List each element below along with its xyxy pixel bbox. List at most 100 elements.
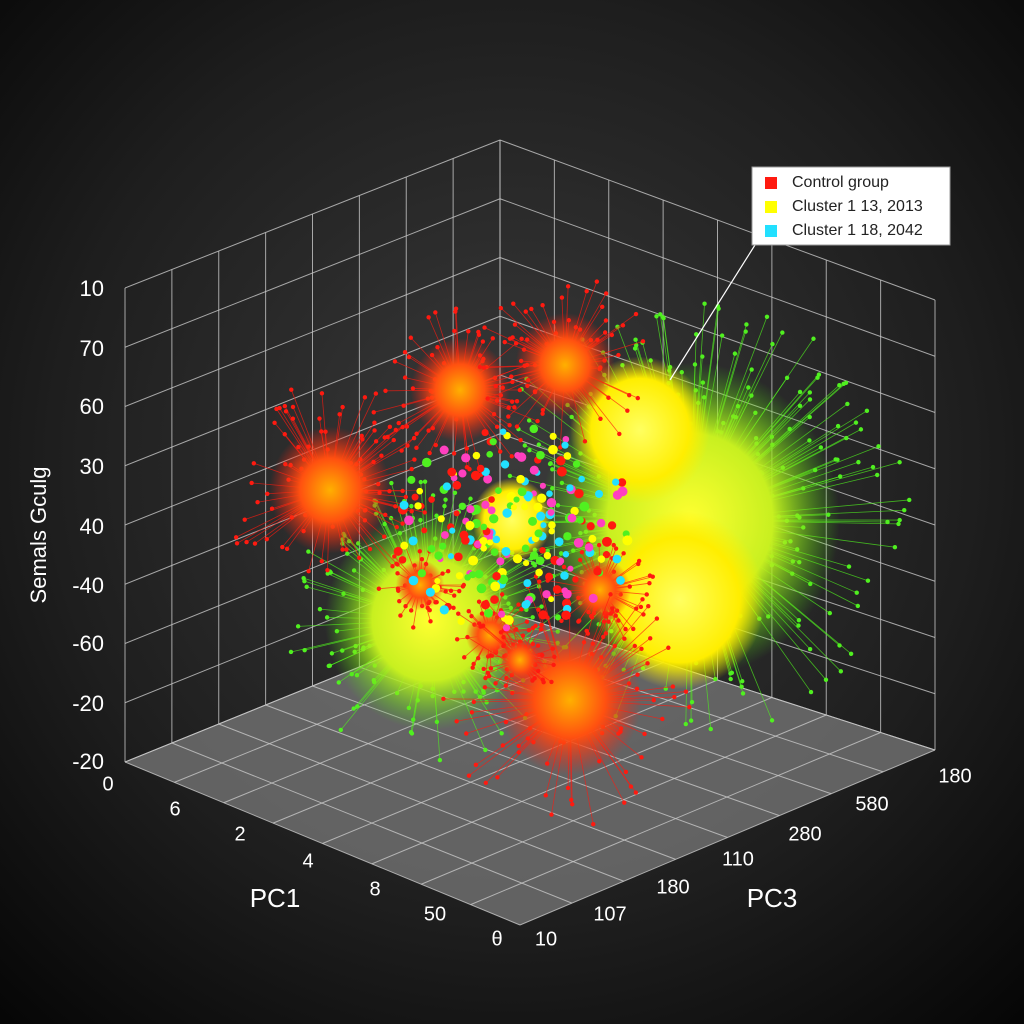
point bbox=[536, 607, 541, 612]
point bbox=[490, 595, 499, 604]
point bbox=[646, 604, 651, 609]
point bbox=[498, 630, 504, 635]
point bbox=[408, 729, 414, 735]
point bbox=[529, 424, 539, 434]
x-tick-label: θ bbox=[491, 928, 502, 950]
point bbox=[489, 514, 499, 524]
point bbox=[464, 464, 470, 470]
point bbox=[398, 613, 403, 618]
point bbox=[317, 606, 323, 612]
point bbox=[523, 309, 528, 314]
point bbox=[404, 424, 410, 429]
point bbox=[461, 536, 470, 545]
y-tick-label: 180 bbox=[938, 765, 971, 787]
point bbox=[439, 605, 449, 615]
point bbox=[837, 383, 842, 388]
point bbox=[539, 482, 546, 489]
point bbox=[807, 390, 813, 395]
point bbox=[484, 608, 493, 618]
point bbox=[338, 727, 343, 733]
point bbox=[422, 479, 428, 484]
point bbox=[552, 585, 562, 594]
point bbox=[464, 731, 469, 736]
point bbox=[719, 333, 725, 338]
point bbox=[811, 336, 816, 341]
point bbox=[461, 582, 467, 588]
point bbox=[743, 329, 748, 334]
point bbox=[521, 544, 530, 553]
point bbox=[496, 557, 505, 566]
point bbox=[627, 392, 632, 398]
point bbox=[453, 306, 459, 311]
point bbox=[616, 618, 621, 623]
point bbox=[897, 460, 902, 465]
point bbox=[476, 583, 487, 594]
point bbox=[556, 466, 567, 477]
point bbox=[373, 391, 379, 396]
point bbox=[439, 445, 449, 455]
point bbox=[399, 500, 409, 510]
point bbox=[670, 684, 676, 689]
y-tick-label: 110 bbox=[722, 848, 754, 870]
point bbox=[400, 488, 405, 494]
point bbox=[594, 279, 600, 284]
point bbox=[536, 493, 547, 503]
point bbox=[295, 624, 301, 629]
point bbox=[327, 663, 333, 668]
point bbox=[234, 541, 240, 546]
point bbox=[402, 350, 408, 355]
point bbox=[578, 475, 585, 483]
point bbox=[422, 510, 427, 515]
point bbox=[407, 475, 416, 484]
point bbox=[603, 318, 609, 323]
point bbox=[502, 339, 507, 345]
point bbox=[454, 552, 463, 562]
x-tick-label: 2 bbox=[234, 823, 245, 845]
point bbox=[416, 487, 424, 495]
point bbox=[845, 401, 850, 407]
point bbox=[660, 315, 666, 320]
legend-swatch bbox=[765, 177, 777, 189]
point bbox=[481, 666, 486, 672]
point bbox=[688, 718, 694, 723]
point bbox=[455, 572, 464, 580]
point bbox=[654, 616, 660, 621]
point bbox=[729, 670, 735, 676]
point bbox=[562, 551, 570, 558]
point bbox=[616, 576, 625, 585]
point bbox=[437, 515, 445, 523]
point bbox=[875, 472, 880, 478]
point bbox=[454, 719, 459, 724]
point bbox=[658, 312, 663, 317]
point bbox=[568, 797, 574, 803]
point bbox=[356, 555, 362, 560]
floor bbox=[125, 610, 935, 925]
point bbox=[579, 501, 590, 512]
point bbox=[827, 610, 833, 616]
point bbox=[654, 314, 659, 319]
point bbox=[507, 473, 513, 479]
point bbox=[556, 558, 564, 566]
point bbox=[490, 336, 496, 341]
point bbox=[499, 428, 507, 435]
floor-grid bbox=[218, 723, 624, 882]
point bbox=[596, 518, 606, 528]
point bbox=[462, 655, 467, 660]
point bbox=[523, 560, 530, 567]
point bbox=[481, 428, 489, 437]
point bbox=[545, 572, 554, 581]
point bbox=[272, 420, 277, 426]
point bbox=[769, 718, 775, 723]
point bbox=[633, 337, 638, 342]
point bbox=[385, 434, 390, 440]
point bbox=[468, 555, 479, 566]
point bbox=[770, 341, 775, 347]
point bbox=[512, 554, 523, 564]
point bbox=[452, 593, 457, 598]
point bbox=[398, 556, 407, 564]
point bbox=[252, 541, 258, 546]
point bbox=[548, 528, 555, 535]
point bbox=[319, 559, 324, 564]
point bbox=[835, 423, 841, 429]
point bbox=[509, 374, 514, 379]
